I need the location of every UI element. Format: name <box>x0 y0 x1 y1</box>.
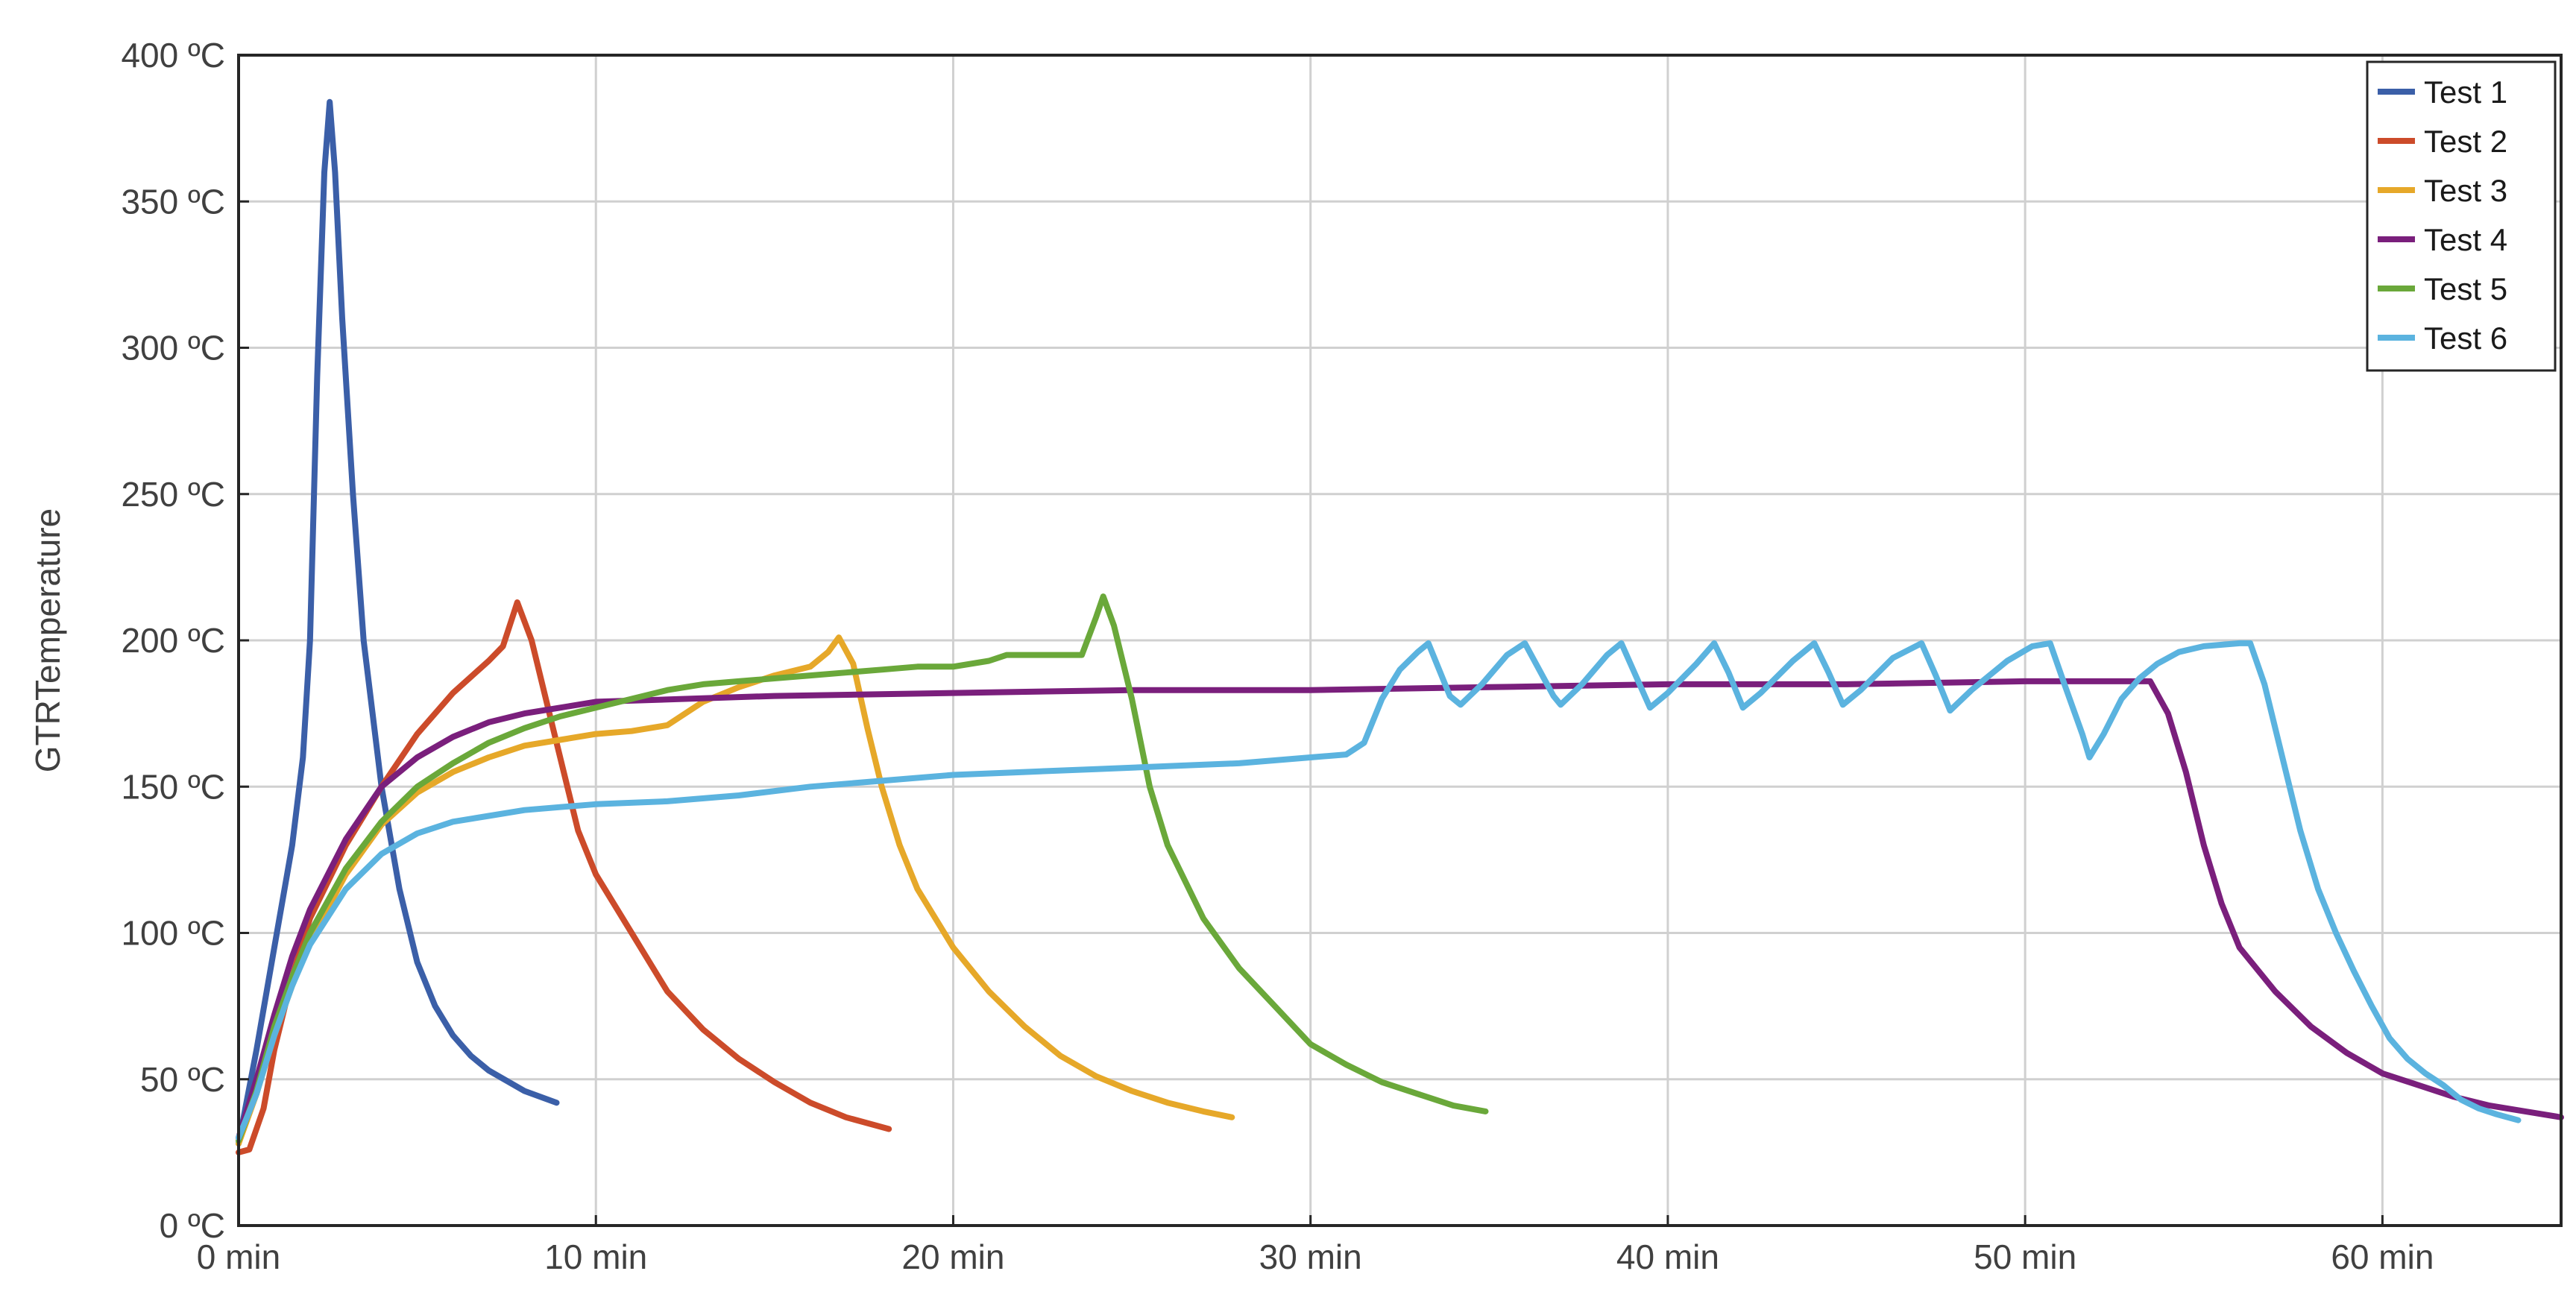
y-tick-label: 300 ºC <box>121 329 225 368</box>
legend-label: Test 5 <box>2424 271 2507 306</box>
series-line-test-4 <box>236 678 2564 1141</box>
legend-label: Test 3 <box>2424 173 2507 208</box>
x-tick-label: 60 min <box>2331 1237 2434 1276</box>
series-layer <box>236 98 2564 1155</box>
series-line-test-5 <box>236 593 1489 1144</box>
legend-label: Test 6 <box>2424 321 2507 356</box>
x-tick-label: 30 min <box>1259 1237 1362 1276</box>
y-tick-label: 150 ºC <box>121 767 225 806</box>
y-axis: 0 ºC 50 ºC 100 ºC 150 ºC 200 ºC 250 ºC 300 ºC 3… <box>121 36 249 1245</box>
y-tick-label: 250 ºC <box>121 475 225 514</box>
y-axis-label: GTRTemperature <box>28 508 67 773</box>
legend-label: Test 1 <box>2424 75 2507 110</box>
y-tick-label: 100 ºC <box>121 914 225 953</box>
x-tick-label: 10 min <box>544 1237 647 1276</box>
legend-box <box>2366 60 2557 372</box>
y-tick-label: 0 ºC <box>160 1206 225 1245</box>
y-tick-label: 50 ºC <box>140 1060 225 1099</box>
legend: Test 1 Test 2 Test 3 Test 4 Test 5 Test 6 <box>2366 60 2557 372</box>
legend-label: Test 4 <box>2424 222 2507 257</box>
x-axis: 0 min 10 min 20 min 30 min 40 min 50 min 60 mi… <box>197 1215 2434 1276</box>
legend-label: Test 2 <box>2424 124 2507 159</box>
series-line-test-6 <box>236 640 2522 1141</box>
x-tick-label: 20 min <box>901 1237 1004 1276</box>
series-line-test-1 <box>236 98 560 1147</box>
y-tick-label: 400 ºC <box>121 36 225 75</box>
x-tick-label: 40 min <box>1616 1237 1719 1276</box>
y-tick-label: 200 ºC <box>121 621 225 660</box>
x-tick-label: 0 min <box>197 1237 280 1276</box>
x-tick-label: 50 min <box>1974 1237 2076 1276</box>
y-tick-label: 350 ºC <box>121 182 225 221</box>
